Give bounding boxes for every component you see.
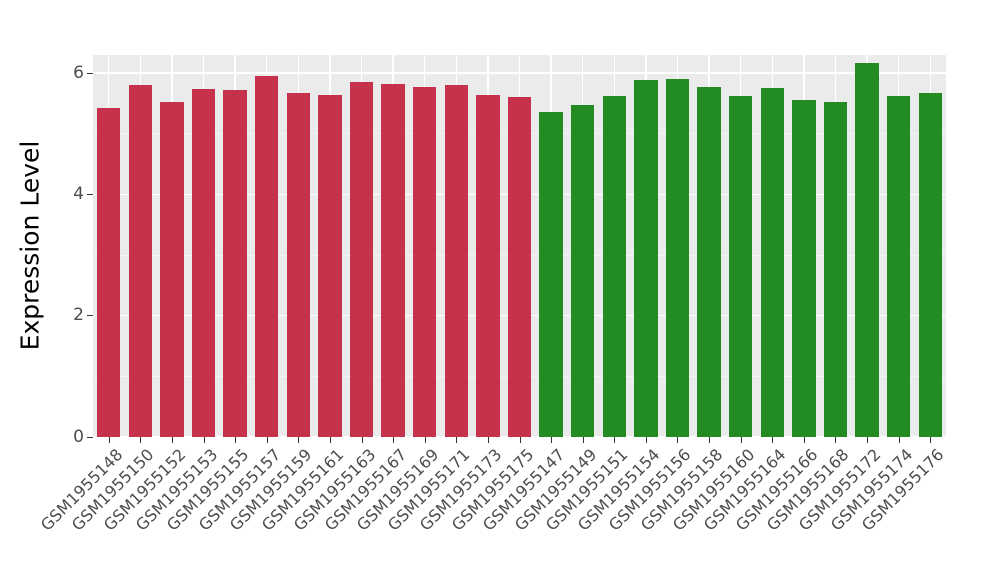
x-axis-tick-mark <box>898 437 900 443</box>
y-axis-tick-mark <box>87 193 93 195</box>
x-axis-tick-mark <box>740 437 742 443</box>
bar <box>760 88 784 437</box>
x-axis-tick-mark <box>329 437 331 443</box>
y-axis-tick-label: 2 <box>73 305 84 326</box>
bar <box>634 80 658 437</box>
x-axis-tick-mark <box>519 437 521 443</box>
bar <box>286 93 311 437</box>
x-axis-tick-mark <box>709 437 711 443</box>
x-axis-tick-mark <box>266 437 268 443</box>
bar <box>855 62 879 437</box>
bar <box>223 89 247 437</box>
y-axis-title: Expression Level <box>0 0 60 490</box>
bar <box>697 86 721 437</box>
y-axis-tick-mark <box>87 72 93 74</box>
bar <box>728 95 753 437</box>
x-axis-tick-mark <box>614 437 616 443</box>
bar <box>413 86 437 437</box>
bar <box>128 85 153 437</box>
x-axis-tick-mark <box>456 437 458 443</box>
bar <box>255 75 279 437</box>
bar <box>318 95 342 437</box>
x-axis-tick-mark <box>108 437 110 443</box>
x-axis-tick-mark <box>930 437 932 443</box>
bar <box>792 100 816 437</box>
bar <box>602 96 626 437</box>
x-axis-tick-mark <box>393 437 395 443</box>
x-axis-tick-mark <box>835 437 837 443</box>
x-axis-tick-mark <box>677 437 679 443</box>
bar <box>191 88 216 437</box>
bar <box>476 95 500 437</box>
y-axis-tick-label: 6 <box>73 62 84 83</box>
bar <box>539 112 563 437</box>
x-axis-tick-mark <box>487 437 489 443</box>
x-axis-tick-mark <box>772 437 774 443</box>
y-axis-tick-label: 0 <box>73 426 84 447</box>
x-axis-tick-mark <box>235 437 237 443</box>
bar <box>349 82 374 437</box>
y-axis-title-label: Expression Level <box>15 140 45 350</box>
x-axis-tick-mark <box>361 437 363 443</box>
x-axis-tick-mark <box>867 437 869 443</box>
plot-panel <box>93 55 946 437</box>
x-axis-labels: GSM1955148 GSM1955150 GSM1955152 GSM1955153… <box>37 445 948 580</box>
bar <box>160 101 184 437</box>
x-axis-tick-mark <box>424 437 426 443</box>
bar <box>507 96 532 437</box>
y-axis-tick-mark <box>87 436 93 438</box>
bar <box>381 84 405 437</box>
x-axis-tick-mark <box>140 437 142 443</box>
x-axis-tick-mark <box>645 437 647 443</box>
x-axis-tick-mark <box>803 437 805 443</box>
x-axis-tick-mark <box>203 437 205 443</box>
x-axis-tick-mark <box>551 437 553 443</box>
x-axis-tick-mark <box>171 437 173 443</box>
bar <box>97 108 121 437</box>
bar <box>665 78 690 437</box>
bar <box>444 85 468 437</box>
x-axis-tick-mark <box>298 437 300 443</box>
x-axis-ticks <box>93 437 946 445</box>
y-axis-ticks: 0 2 4 6 <box>60 55 93 445</box>
bar <box>570 105 595 437</box>
bar <box>823 101 848 437</box>
y-axis-tick-mark <box>87 315 93 317</box>
bar <box>886 96 911 437</box>
y-axis-tick-label: 4 <box>73 183 84 204</box>
bar <box>918 93 942 437</box>
x-axis-tick-mark <box>582 437 584 443</box>
